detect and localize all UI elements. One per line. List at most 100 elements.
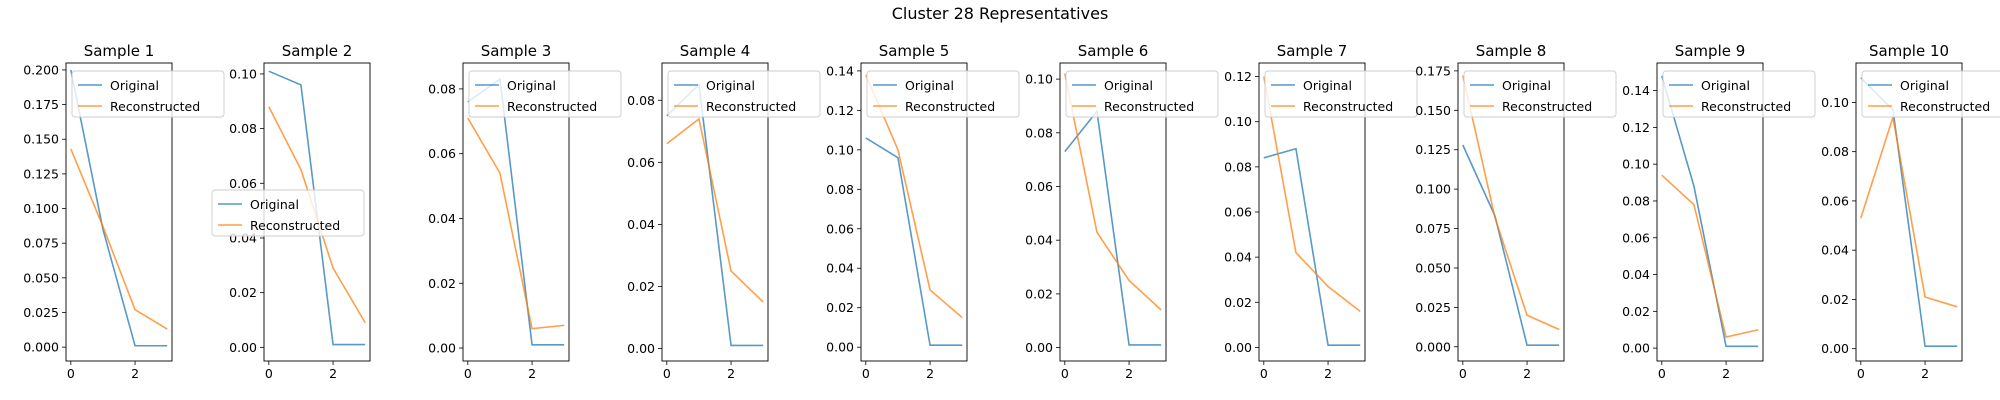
x-tick-label: 2 [528, 366, 536, 381]
legend-label-original: Original [706, 78, 755, 93]
y-tick-label: 0.04 [428, 211, 456, 226]
y-tick-label: 0.100 [23, 201, 59, 216]
y-tick-label: 0.14 [826, 63, 854, 78]
legend: Original Reconstructed [1065, 70, 1219, 118]
legend-box [1463, 70, 1617, 118]
y-tick-label: 0.08 [1224, 159, 1252, 174]
legend: Original Reconstructed [1463, 70, 1617, 118]
x-tick-label: 2 [1324, 366, 1332, 381]
legend-label-reconstructed: Reconstructed [507, 99, 597, 114]
series-line-original [70, 69, 168, 347]
y-tick-label: 0.06 [1821, 193, 1849, 208]
y-tick-label: 0.08 [1821, 144, 1849, 159]
y-tick-label: 0.08 [229, 121, 257, 136]
legend-box [1662, 70, 1816, 118]
y-tick-label: 0.00 [1224, 340, 1252, 355]
y-tick-label: 0.175 [23, 97, 59, 112]
y-tick-label: 0.000 [1415, 339, 1451, 354]
x-tick-label: 0 [862, 366, 870, 381]
legend-label-reconstructed: Reconstructed [1701, 99, 1791, 114]
series-line-reconstructed [1263, 76, 1361, 312]
panel-9: Sample 9 0.00 0.02 0.04 0.06 0.08 0.10 0.12 0.14… [1622, 42, 1816, 381]
series-line-reconstructed [70, 148, 168, 330]
y-tick-label: 0.10 [229, 66, 257, 81]
panel-4: Sample 4 0.00 0.02 0.04 0.06 0.08 0 2 Original Re… [627, 42, 821, 381]
axes-frame [661, 62, 769, 362]
panel-title: Sample 5 [879, 42, 950, 60]
legend-label-original: Original [1701, 78, 1750, 93]
legend: Original Reconstructed [866, 70, 1020, 118]
y-tick-label: 0.125 [1415, 142, 1451, 157]
y-tick-label: 0.050 [23, 270, 59, 285]
y-tick-label: 0.08 [428, 81, 456, 96]
legend-label-reconstructed: Reconstructed [706, 99, 796, 114]
legend-box [71, 70, 225, 118]
y-tick-label: 0.00 [627, 341, 655, 356]
panel-title: Sample 3 [481, 42, 552, 60]
y-tick-label: 0.06 [428, 146, 456, 161]
y-tick-label: 0.02 [826, 300, 854, 315]
panel-3: Sample 3 0.00 0.02 0.04 0.06 0.08 0 2 Original Re… [428, 42, 622, 381]
panel-title: Sample 10 [1869, 42, 1949, 60]
series-line-reconstructed [1661, 174, 1759, 339]
panel-title: Sample 8 [1476, 42, 1547, 60]
y-tick-label: 0.150 [23, 132, 59, 147]
axes-frame [65, 62, 173, 362]
y-tick-label: 0.06 [826, 221, 854, 236]
legend-box [468, 70, 622, 118]
series-line-reconstructed [666, 117, 764, 303]
axes-frame [860, 62, 968, 362]
legend-label-original: Original [1104, 78, 1153, 93]
x-tick-label: 2 [1722, 366, 1730, 381]
series-line-original [1064, 109, 1162, 346]
y-tick-label: 0.00 [1821, 341, 1849, 356]
y-tick-label: 0.02 [229, 285, 257, 300]
x-tick-label: 0 [1260, 366, 1268, 381]
y-tick-label: 0.06 [1224, 205, 1252, 220]
x-tick-label: 2 [1523, 366, 1531, 381]
panels: Sample 10.0000.0250.0500.0750.1000.1250.… [23, 42, 2000, 381]
y-tick-label: 0.100 [1415, 182, 1451, 197]
y-tick-label: 0.12 [826, 103, 854, 118]
legend-label-original: Original [1303, 78, 1352, 93]
x-tick-label: 2 [926, 366, 934, 381]
y-tick-label: 0.200 [23, 62, 59, 77]
y-tick-label: 0.10 [1622, 157, 1650, 172]
series-line-reconstructed [1860, 116, 1958, 308]
series-line-original [1263, 147, 1361, 347]
y-tick-label: 0.08 [1622, 193, 1650, 208]
axes-frame [1457, 62, 1565, 362]
figure-title: Cluster 28 Representatives [892, 4, 1109, 23]
y-tick-label: 0.08 [826, 182, 854, 197]
legend: Original Reconstructed [1264, 70, 1418, 118]
legend-box [1861, 70, 2000, 118]
y-tick-label: 0.075 [1415, 221, 1451, 236]
legend-label-reconstructed: Reconstructed [905, 99, 995, 114]
x-tick-label: 0 [1061, 366, 1069, 381]
y-tick-label: 0.02 [1622, 304, 1650, 319]
y-tick-label: 0.075 [23, 236, 59, 251]
x-tick-label: 0 [1857, 366, 1865, 381]
panel-6: Sample 6 0.00 0.02 0.04 0.06 0.08 0.10 0 2 Origin… [1025, 42, 1219, 381]
panel-5: Sample 5 0.00 0.02 0.04 0.06 0.08 0.10 0.12 0.14… [826, 42, 1020, 381]
legend: Original Reconstructed [468, 70, 622, 118]
y-tick-label: 0.04 [627, 217, 655, 232]
legend-box [667, 70, 821, 118]
legend: Original Reconstructed [1861, 70, 2000, 118]
y-tick-label: 0.000 [23, 340, 59, 355]
legend-label-original: Original [1502, 78, 1551, 93]
y-tick-label: 0.00 [229, 340, 257, 355]
y-tick-label: 0.175 [1415, 63, 1451, 78]
legend-label-original: Original [905, 78, 954, 93]
y-tick-label: 0.04 [1821, 243, 1849, 258]
y-tick-label: 0.00 [1622, 341, 1650, 356]
panel-1: Sample 1 0.000 0.025 0.050 0.075 0.100 0.125 0.… [23, 42, 225, 381]
axes-frame [1656, 62, 1764, 362]
y-tick-label: 0.04 [826, 261, 854, 276]
y-tick-label: 0.00 [1025, 340, 1053, 355]
y-tick-label: 0.02 [1224, 295, 1252, 310]
x-tick-label: 0 [464, 366, 472, 381]
y-tick-label: 0.08 [627, 93, 655, 108]
axes-frame [462, 62, 570, 362]
